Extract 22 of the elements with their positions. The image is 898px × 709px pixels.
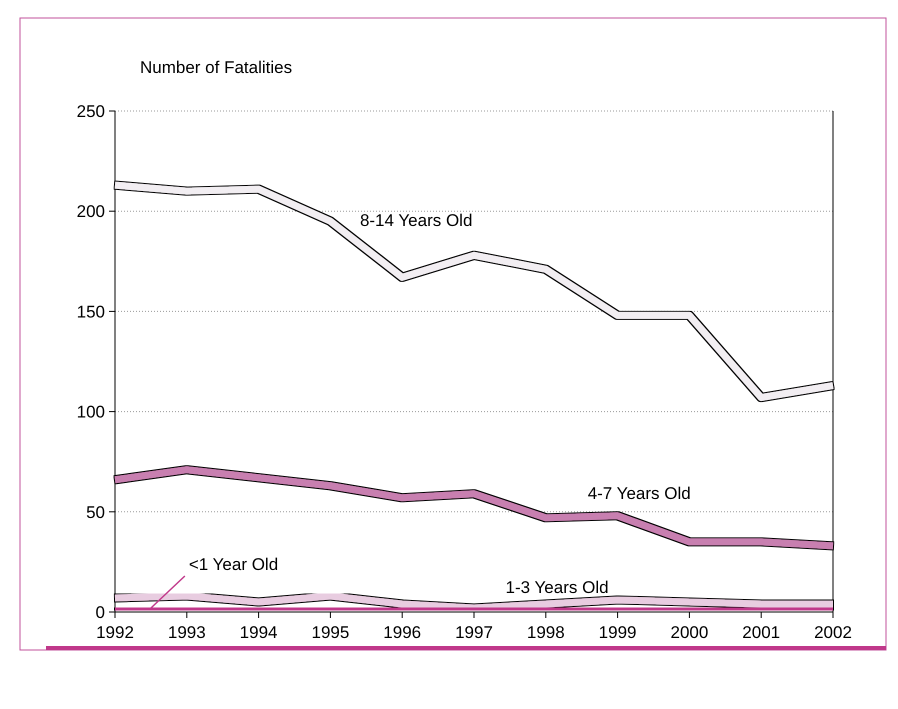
y-tick-label: 100 xyxy=(76,402,105,422)
series-label: 4-7 Years Old xyxy=(588,484,691,503)
y-tick-label: 250 xyxy=(76,102,105,121)
y-tick-label: 200 xyxy=(76,202,105,222)
x-tick-label: 2002 xyxy=(814,623,852,642)
series-label: 1-3 Years Old xyxy=(506,578,609,597)
x-tick-label: 1995 xyxy=(311,623,350,642)
x-tick-label: 2001 xyxy=(742,623,780,642)
y-tick-label: 0 xyxy=(96,602,105,622)
x-tick-label: 1997 xyxy=(455,623,493,642)
series-label: 8-14 Years Old xyxy=(360,211,472,230)
text: <1 Year Old xyxy=(188,554,278,574)
y-axis-title: Number of Fatalities xyxy=(140,58,292,77)
x-tick-label: 1998 xyxy=(526,623,565,642)
x-tick-label: 2000 xyxy=(670,623,708,642)
y-tick-label: 50 xyxy=(86,502,105,522)
y-tick-label: 150 xyxy=(76,302,105,322)
x-tick-label: 1999 xyxy=(598,623,637,642)
x-tick-label: 1992 xyxy=(96,623,134,642)
x-tick-label: 1996 xyxy=(383,623,422,642)
x-tick-label: 1994 xyxy=(240,623,278,642)
x-tick-label: 1993 xyxy=(168,623,206,642)
